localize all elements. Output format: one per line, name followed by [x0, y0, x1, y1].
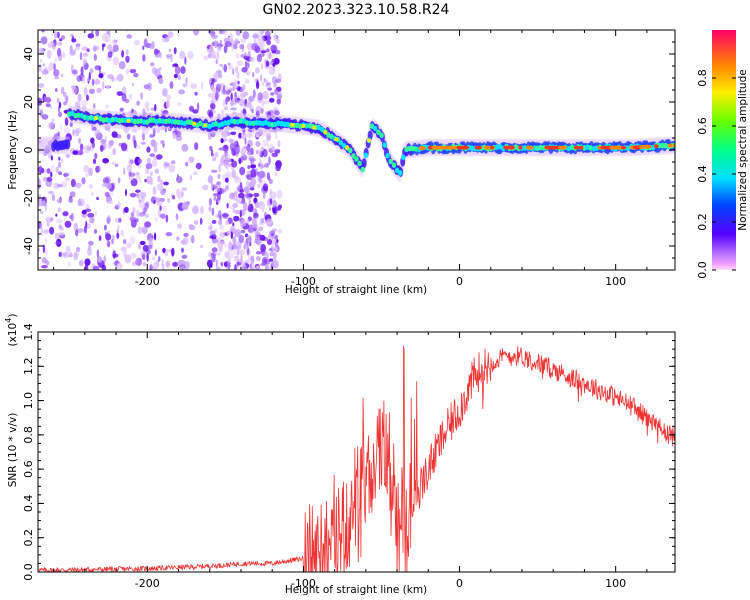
snr-ytick-label: 1.2 [22, 358, 35, 376]
spectrogram-ytick-label: -20 [22, 189, 35, 207]
snr-ytick-label: 0.8 [22, 426, 35, 444]
spectrogram-heatmap [38, 30, 675, 270]
snr-series-line [38, 345, 675, 572]
figure-title: GN02.2023.323.10.58.R24 [263, 2, 450, 18]
snr-scale-exp: 4 [4, 318, 13, 323]
snr-panel: -200 -100 0 100 0.0 0.2 0.4 0.6 0.8 1.0 1.2 1.4 Hei… [4, 314, 676, 596]
colorbar-tick-label: 0.4 [696, 165, 709, 183]
spectrogram-ytick-label: 40 [22, 47, 35, 61]
snr-axes: -200 -100 0 100 0.0 0.2 0.4 0.6 0.8 1.0 1.2 1.4 [22, 323, 675, 590]
colorbar-label: Normalized spectral amplitude [737, 69, 749, 230]
spectrogram-signal-band [38, 105, 675, 183]
spectrogram-xtick-label: 0 [456, 275, 463, 288]
snr-ytick-label: 0.2 [22, 529, 35, 547]
spectrogram-ylabel: Frequency (Hz) [7, 110, 19, 189]
snr-xtick-label: 0 [456, 577, 463, 590]
spectrogram-xlabel: Height of straight line (km) [285, 284, 427, 296]
snr-xtick-label: -100 [291, 577, 316, 590]
snr-xtick-label: -200 [135, 577, 160, 590]
snr-ytick-label: 1.4 [22, 323, 35, 341]
spectrogram-xtick-label: -100 [291, 275, 316, 288]
snr-scale-base: (x10 [7, 323, 19, 347]
snr-scale-label: (x104) [4, 314, 19, 347]
snr-scale-end: ) [7, 314, 19, 318]
spectrogram-xtick-label: 100 [605, 275, 626, 288]
spectrogram-noise [38, 30, 283, 270]
snr-ytick-label: 0.4 [22, 495, 35, 513]
colorbar-tick-label: 0.8 [696, 69, 709, 87]
spectrogram-xtick-label: -200 [135, 275, 160, 288]
colorbar-tick-label: 0.0 [696, 261, 709, 279]
spectrogram-ytick-label: 0 [22, 147, 35, 154]
snr-frame [37, 331, 676, 573]
colorbar-ticks: 0.0 0.2 0.4 0.6 0.8 [696, 69, 736, 279]
colorbar-tick-label: 0.2 [696, 213, 709, 231]
snr-ylabel: SNR (10 * v/v) [7, 413, 19, 488]
snr-ytick-label: 0.6 [22, 460, 35, 478]
snr-xlabel: Height of straight line (km) [285, 584, 427, 596]
colorbar: 0.0 0.2 0.4 0.6 0.8 Normalized spectral ampl… [696, 30, 749, 279]
colorbar-gradient [712, 30, 736, 270]
spectrogram-ytick-label: 20 [22, 95, 35, 109]
snr-ytick-label: 1.0 [22, 392, 35, 410]
snr-ytick-label: 0.0 [22, 563, 35, 581]
snr-xtick-label: 100 [605, 577, 626, 590]
colorbar-tick-label: 0.6 [696, 117, 709, 135]
spectrogram-ytick-label: -40 [22, 237, 35, 255]
